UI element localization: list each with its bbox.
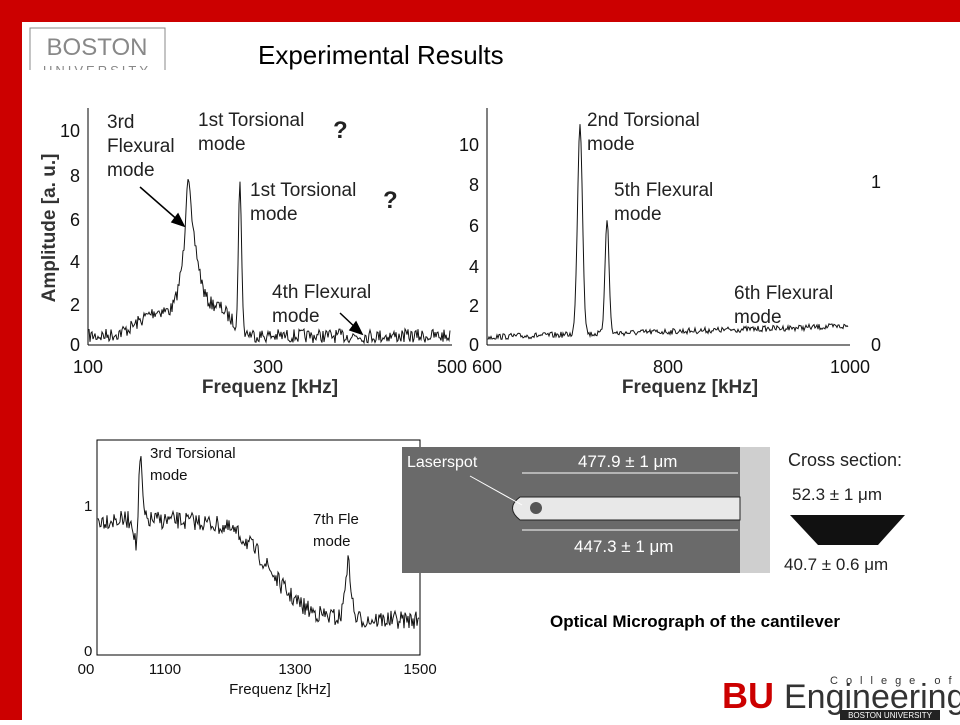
annotation: 5th Flexural [614,180,713,201]
arrows [139,186,364,336]
x-label: Frequenz [kHz] [202,377,338,398]
annotation: ? [383,187,398,214]
annotation: mode [107,160,155,181]
tick: 500 [437,357,467,377]
annotation: 1st Torsional [250,180,356,201]
annotation: 2nd Torsional [587,110,700,131]
annotation: Flexural [107,136,175,157]
micro-label: 40.7 ± 0.6 μm [784,555,888,574]
annotation: 3rd Torsional [150,445,236,462]
tick: 600 [472,357,502,377]
annotation: mode [272,306,320,327]
tick: 0 [871,335,881,355]
tick: 1300 [278,661,311,678]
footer-logo: BU [722,675,774,716]
tick: 0 [469,335,479,355]
tick: 0 [84,643,92,660]
tick: 1000 [830,357,870,377]
footer-logo: BOSTON UNIVERSITY [848,711,933,720]
tick: 10 [459,135,479,155]
spectrum [88,179,451,345]
tick: 1 [84,498,92,515]
logo-clip [23,70,168,80]
tick: 8 [70,166,80,186]
micro-label: 447.3 ± 1 μm [574,537,673,556]
top-bar [0,0,960,22]
tick: 100 [73,357,103,377]
tick: 2 [469,296,479,316]
pointer [469,475,523,506]
tick: 800 [653,357,683,377]
tick: 2 [70,295,80,315]
side-bar [0,0,22,720]
tick: 6 [70,210,80,230]
spectrum [97,456,420,629]
annotation: mode [313,533,351,550]
tick: 10 [60,121,80,141]
cantilever [512,496,741,521]
footer-logo: Engineering [784,678,960,716]
annotation: 7th Fle [313,511,359,528]
cross-section [790,515,905,545]
panel-2 [486,108,850,346]
tick: 8 [469,175,479,195]
spectrum [487,124,849,341]
annotation: 4th Flexural [272,282,371,303]
tick: 1 [871,172,881,192]
annotation: ? [333,117,348,144]
tick: 6 [469,216,479,236]
logo-box [29,27,166,73]
tick: 300 [253,357,283,377]
laserspot [530,502,542,514]
tick: 4 [469,257,479,277]
micro-label: 477.9 ± 1 μm [578,452,677,471]
micro-label: 52.3 ± 1 μm [792,485,882,504]
annotation: mode [150,467,188,484]
tick: 1500 [403,661,436,678]
footer-band [840,710,940,720]
annotation: mode [587,134,635,155]
annotation: mode [198,134,246,155]
micrograph-base [740,447,770,573]
y-label: Amplitude [a. u.] [39,154,60,303]
panel-1 [87,108,452,346]
footer-logo: College of [830,675,960,687]
logo: BOSTON [47,34,148,61]
annotation: 1st Torsional [198,110,304,131]
micro-label: Laserspot [407,454,478,471]
x-label: Frequenz [kHz] [622,377,758,398]
tick: 0 [70,335,80,355]
caption: Optical Micrograph of the cantilever [550,612,840,631]
tick: 1100 [149,661,181,678]
annotation: 6th Flexural [734,283,833,304]
tick: 4 [70,252,80,272]
tick: 00 [78,661,95,678]
micro-label: Cross section: [788,450,902,470]
x-label: Frequenz [kHz] [229,681,331,698]
annotation: 3rd [107,112,134,133]
annotation: mode [734,307,782,328]
annotation: mode [250,204,298,225]
annotation: mode [614,204,662,225]
slide-title: Experimental Results [258,40,504,70]
